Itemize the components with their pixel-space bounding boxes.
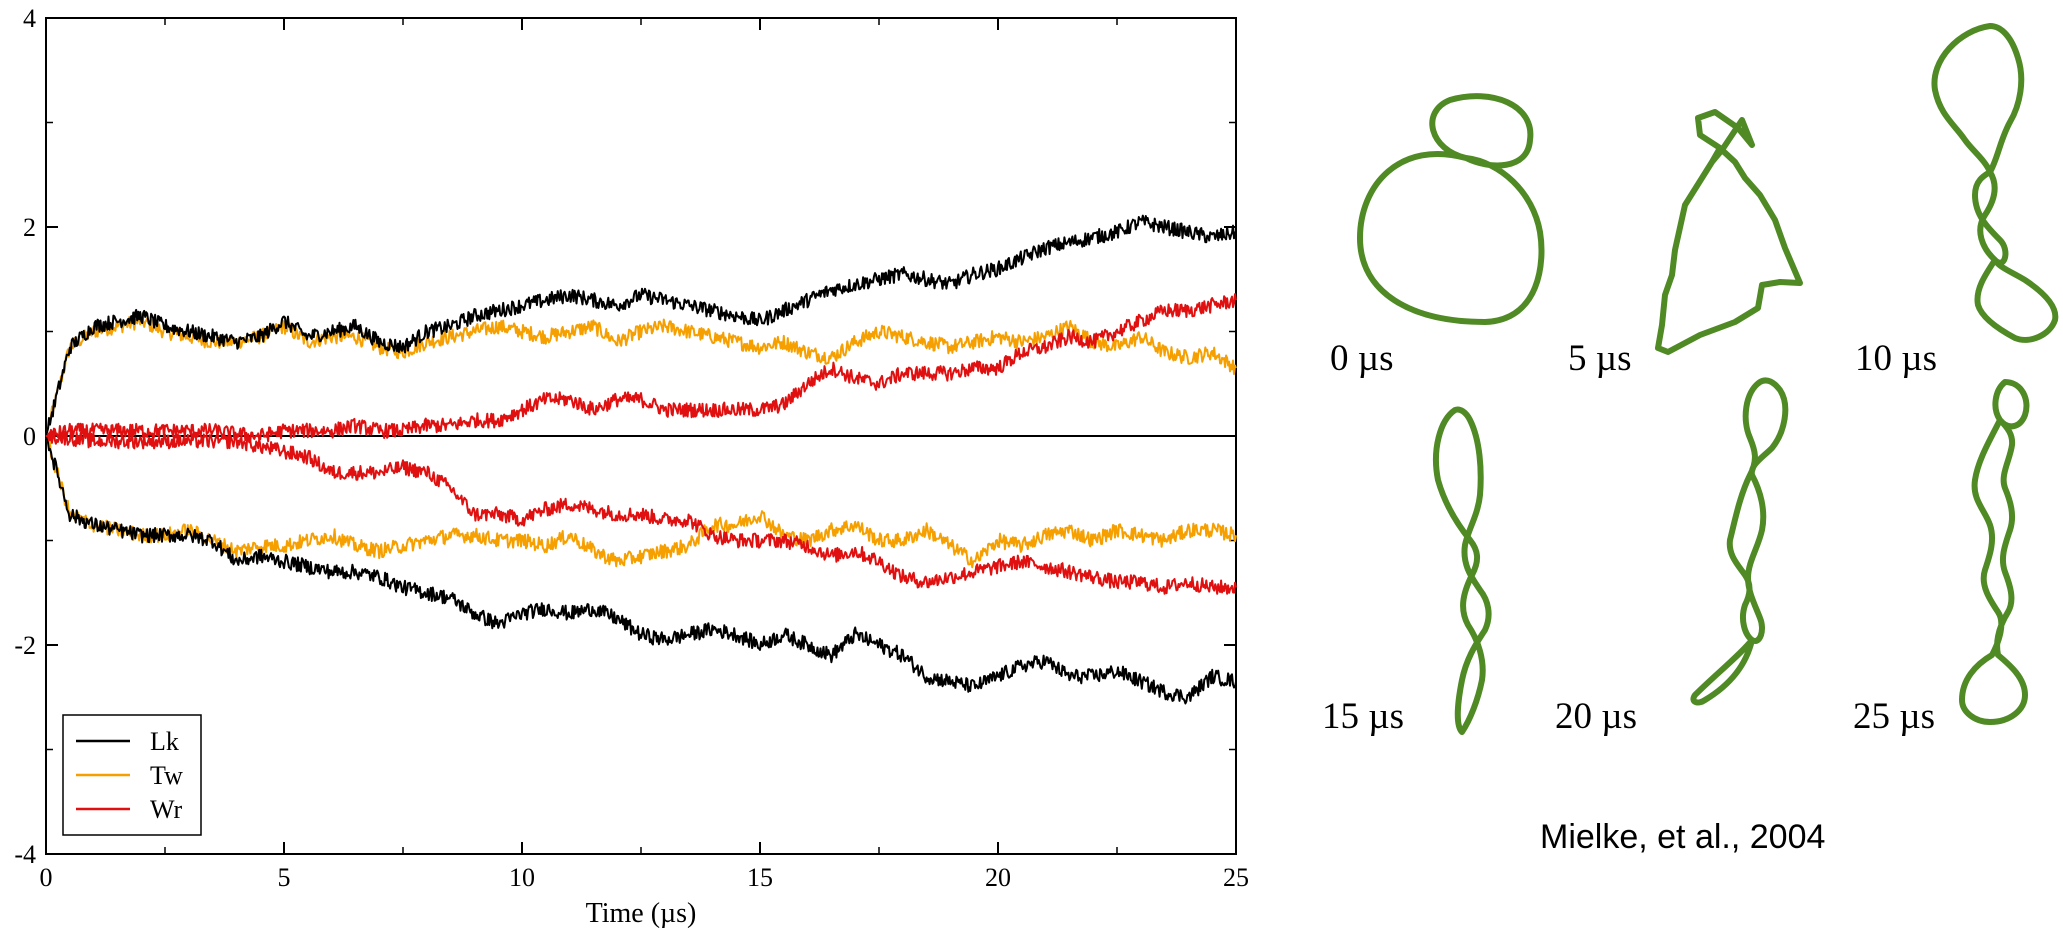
legend-label-wr: Wr (150, 795, 182, 824)
snapshot-label-25us: 25 µs (1853, 696, 1935, 737)
snapshot-25us (1959, 379, 2030, 725)
x-tick-label: 0 (40, 863, 53, 892)
y-tick-label: -4 (14, 840, 36, 869)
snapshot-15us (1433, 406, 1492, 735)
y-tick-label: 4 (23, 4, 36, 33)
x-axis-title: Time (µs) (586, 898, 697, 929)
series-line-lk-positive (45, 214, 1237, 437)
x-tick-label: 10 (509, 863, 535, 892)
series-line-wr-positive (45, 293, 1237, 443)
y-tick-label: 2 (23, 213, 36, 242)
y-tick-label: -2 (14, 631, 36, 660)
dna-shape-20us (1690, 377, 1789, 706)
snapshot-label-5us: 5 µs (1568, 338, 1631, 379)
x-tick-label: 5 (278, 863, 291, 892)
legend: Lk Tw Wr (62, 714, 202, 836)
dna-shape-5us (1655, 109, 1803, 355)
legend-label-lk: Lk (150, 727, 179, 756)
citation: Mielke, et al., 2004 (1540, 818, 1825, 856)
x-axis-ticks: 0 5 10 15 20 25 (40, 18, 1249, 892)
series-layer (45, 214, 1237, 705)
snapshot-0us (1357, 93, 1545, 325)
y-tick-label: 0 (23, 422, 36, 451)
snapshot-20us (1690, 377, 1789, 706)
snapshot-label-15us: 15 µs (1322, 696, 1404, 737)
snapshot-5us (1655, 109, 1803, 355)
legend-label-tw: Tw (150, 761, 183, 790)
snapshot-label-10us: 10 µs (1855, 338, 1937, 379)
x-tick-label: 15 (747, 863, 773, 892)
dna-shape-15us (1433, 406, 1492, 735)
snapshot-10us (1931, 23, 2059, 343)
series-line-tw-negative (45, 435, 1237, 569)
x-tick-label: 20 (985, 863, 1011, 892)
snapshot-label-20us: 20 µs (1555, 696, 1637, 737)
series-line-tw-positive (45, 313, 1237, 437)
dna-shape-0us (1357, 93, 1545, 325)
snapshot-label-0us: 0 µs (1330, 338, 1393, 379)
series-line-lk-negative (45, 435, 1237, 705)
x-tick-label: 25 (1223, 863, 1249, 892)
series-line-wr-negative (45, 428, 1237, 595)
dna-shape-25us (1959, 379, 2030, 725)
dna-shape-10us (1931, 23, 2059, 343)
